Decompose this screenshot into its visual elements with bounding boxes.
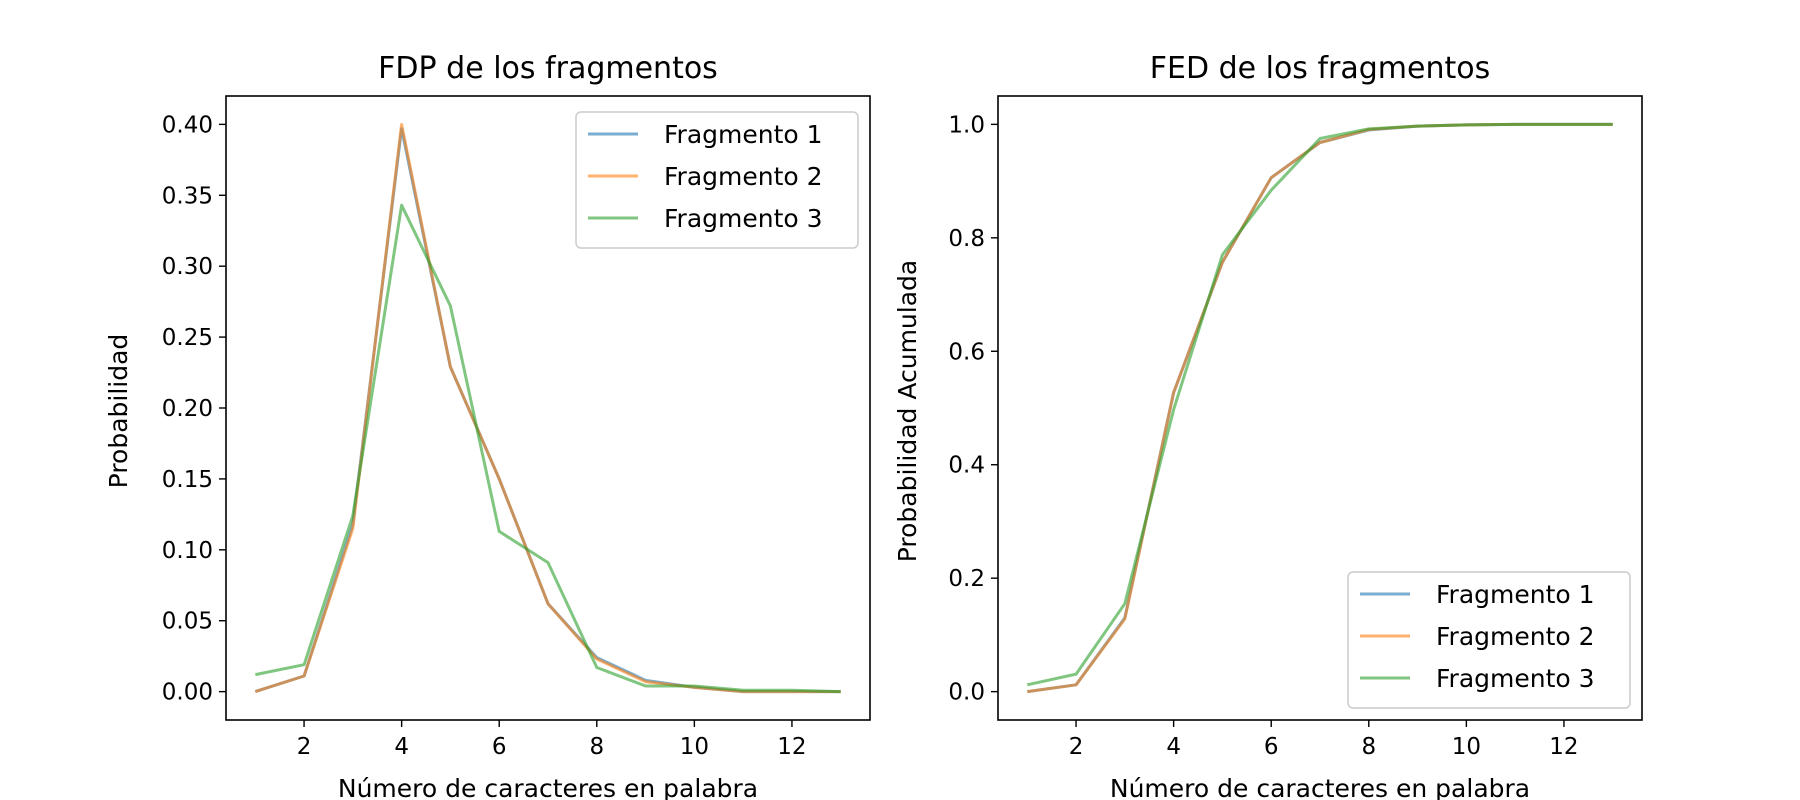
- cdf-chart-ylabel: Probabilidad Acumulada: [893, 260, 922, 562]
- cdf-legend-box: [1347, 571, 1631, 709]
- pdf-ytick-label: 0.15: [162, 467, 213, 493]
- cdf-legend: Fragmento 1 Fragmento 2 Fragmento 3: [1347, 571, 1631, 709]
- cdf-series-line-3: [1026, 122, 1613, 687]
- pdf-legend-label-3: Fragmento 3: [664, 204, 823, 233]
- pdf-xtick-label: 8: [589, 734, 604, 760]
- pdf-ytick-label: 0.35: [162, 183, 213, 209]
- pdf-xtick-label: 10: [680, 734, 709, 760]
- cdf-xtick-label: 2: [1069, 734, 1084, 760]
- cdf-chart-title: FED de los fragmentos: [1150, 51, 1491, 86]
- cdf-ytick-label: 0.0: [948, 680, 985, 706]
- cdf-ytick-label: 0.8: [948, 226, 985, 252]
- pdf-series-line-3: [255, 203, 841, 694]
- pdf-xtick-label: 12: [777, 734, 806, 760]
- pdf-ytick-label: 0.10: [162, 538, 213, 564]
- pdf-chart-ylabel: Probabilidad: [104, 334, 133, 489]
- cdf-ytick-label: 0.2: [948, 566, 985, 592]
- cdf-xtick-label: 12: [1549, 734, 1578, 760]
- cdf-xtick-label: 8: [1361, 734, 1376, 760]
- pdf-plot-area: [254, 122, 841, 694]
- cdf-ytick-label: 1.0: [948, 112, 985, 138]
- pdf-ytick-label: 0.20: [162, 396, 213, 422]
- cdf-axes-frame: [997, 95, 1643, 721]
- cdf-ytick-label: 0.4: [948, 453, 985, 479]
- cdf-legend-label-1: Fragmento 1: [1436, 580, 1595, 609]
- pdf-legend: Fragmento 1 Fragmento 2 Fragmento 3: [575, 111, 859, 249]
- pdf-ytick-label: 0.40: [162, 112, 213, 138]
- cdf-legend-label-3: Fragmento 3: [1436, 664, 1595, 693]
- cdf-legend-label-2: Fragmento 2: [1436, 622, 1595, 651]
- pdf-chart: FDP de los fragmentos Número de caracter…: [104, 51, 871, 800]
- pdf-xtick-label: 4: [394, 734, 409, 760]
- pdf-xtick-label: 2: [297, 734, 312, 760]
- cdf-chart-xlabel: Número de caracteres en palabra: [1110, 774, 1530, 800]
- cdf-ytick-label: 0.6: [948, 339, 985, 365]
- cdf-xtick-label: 6: [1264, 734, 1279, 760]
- pdf-xtick-label: 6: [492, 734, 507, 760]
- pdf-chart-xlabel: Número de caracteres en palabra: [338, 774, 758, 800]
- cdf-xtick-label: 4: [1166, 734, 1181, 760]
- cdf-xtick-label: 10: [1452, 734, 1481, 760]
- pdf-ytick-label: 0.25: [162, 325, 213, 351]
- pdf-ytick-label: 0.05: [162, 609, 213, 635]
- pdf-legend-label-2: Fragmento 2: [664, 162, 823, 191]
- pdf-legend-box: [575, 111, 859, 249]
- cdf-chart: FED de los fragmentos Número de caracter…: [893, 51, 1643, 800]
- cdf-plot-area: [1026, 122, 1613, 694]
- pdf-chart-title: FDP de los fragmentos: [378, 51, 718, 86]
- pdf-ytick-label: 0.30: [162, 254, 213, 280]
- pdf-legend-label-1: Fragmento 1: [664, 120, 823, 149]
- pdf-ytick-label: 0.00: [162, 680, 213, 706]
